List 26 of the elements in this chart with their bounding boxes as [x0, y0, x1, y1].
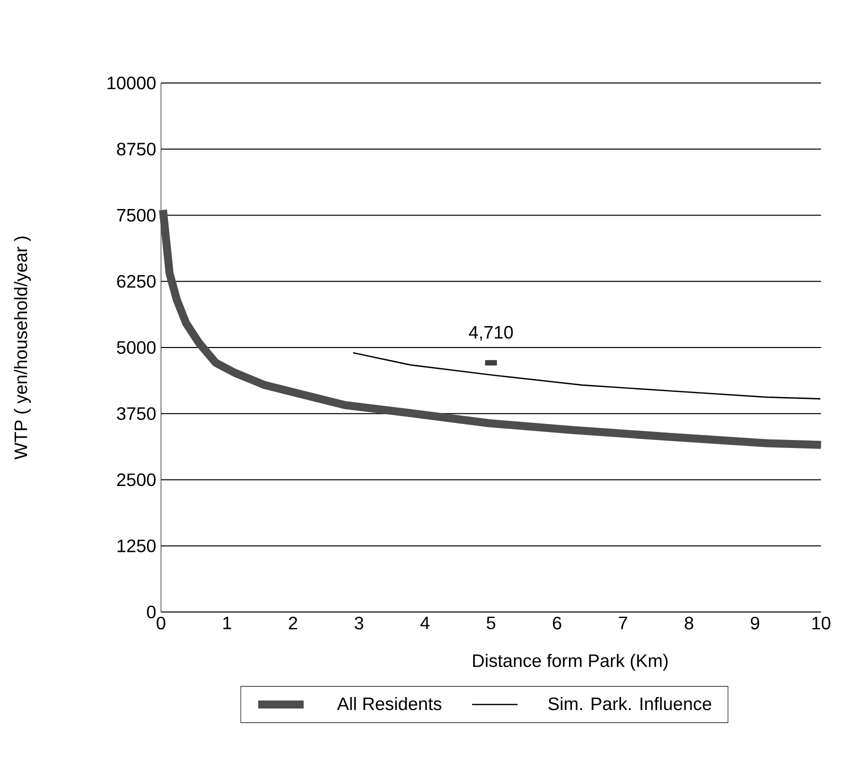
- y-tick-label: 5000: [116, 341, 156, 354]
- y-tick-label: 6250: [117, 274, 156, 288]
- x-tick-label: 6: [552, 616, 562, 630]
- line-series: [352, 352, 822, 400]
- x-tick-label: 1: [223, 616, 232, 630]
- legend-label: Sim. Park. Influence: [548, 696, 712, 710]
- y-tick-label: 2500: [117, 473, 156, 486]
- y-tick-label: 8750: [117, 142, 156, 156]
- y-tick-label: 10000: [108, 76, 156, 90]
- x-axis-title: Distance form Park (Km): [473, 654, 668, 671]
- x-tick-label: 2: [288, 616, 298, 630]
- y-tick-label: 7500: [117, 208, 156, 222]
- x-tick-label: 8: [684, 616, 694, 630]
- x-tick-label: 10: [812, 616, 830, 630]
- y-tick-label: 0: [146, 606, 156, 618]
- data-label: 4,710: [468, 326, 513, 341]
- y-axis-title: WTP ( yen/household/year ): [14, 236, 31, 460]
- y-tick-label: 1250: [118, 540, 156, 552]
- x-tick-label: 3: [354, 616, 364, 630]
- x-tick-label: 9: [750, 616, 760, 630]
- legend-label: All Residents: [337, 696, 442, 710]
- x-tick-label: 5: [486, 616, 496, 630]
- x-tick-label: 4: [420, 616, 430, 630]
- x-tick-label: 7: [618, 616, 628, 630]
- x-tick-label: 0: [156, 616, 166, 630]
- y-tick-label: 3750: [116, 407, 156, 420]
